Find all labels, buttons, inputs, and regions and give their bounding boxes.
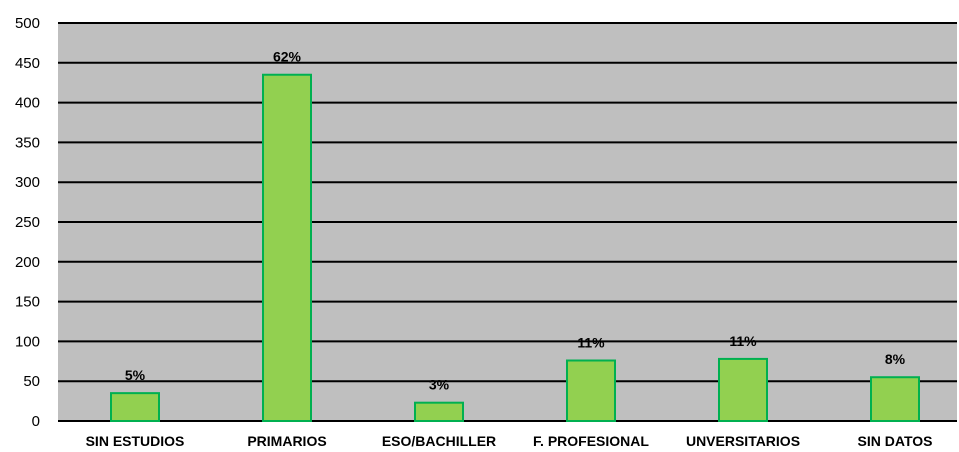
y-tick-label: 400 [15, 95, 40, 112]
x-category-label: F. PROFESIONAL [533, 433, 649, 449]
bar [718, 357, 768, 422]
data-label: 11% [729, 333, 757, 349]
data-label: 8% [885, 351, 906, 367]
x-category-label: SIN DATOS [858, 433, 933, 449]
y-tick-label: 450 [15, 55, 40, 72]
x-category-label: ESO/BACHILLER [382, 433, 496, 449]
bar [110, 392, 160, 423]
gridlines [58, 22, 957, 422]
data-label: 62% [273, 49, 302, 65]
bars [110, 73, 920, 423]
y-tick-label: 50 [23, 373, 40, 390]
y-axis-tick-labels: 0 50 100 150 200 250 300 350 400 450 500 [15, 15, 40, 430]
x-axis-category-labels: SIN ESTUDIOS PRIMARIOS ESO/BACHILLER F. PRO… [86, 433, 933, 449]
y-tick-label: 250 [15, 214, 40, 231]
bar [566, 359, 616, 422]
y-tick-label: 500 [15, 15, 40, 32]
bar [262, 73, 312, 423]
bar [414, 401, 464, 422]
x-category-label: UNVERSITARIOS [686, 433, 800, 449]
x-category-label: PRIMARIOS [247, 433, 326, 449]
data-label: 5% [125, 367, 146, 383]
data-label: 11% [577, 335, 605, 351]
data-labels: 5% 62% 3% 11% 11% 8% [125, 49, 906, 393]
data-label: 3% [429, 377, 450, 393]
y-tick-label: 300 [15, 174, 40, 191]
bar [870, 376, 920, 422]
y-tick-label: 100 [15, 333, 40, 350]
y-tick-label: 350 [15, 134, 40, 151]
y-tick-label: 0 [32, 413, 40, 430]
y-tick-label: 150 [15, 294, 40, 311]
x-category-label: SIN ESTUDIOS [86, 433, 185, 449]
y-tick-label: 200 [15, 254, 40, 271]
